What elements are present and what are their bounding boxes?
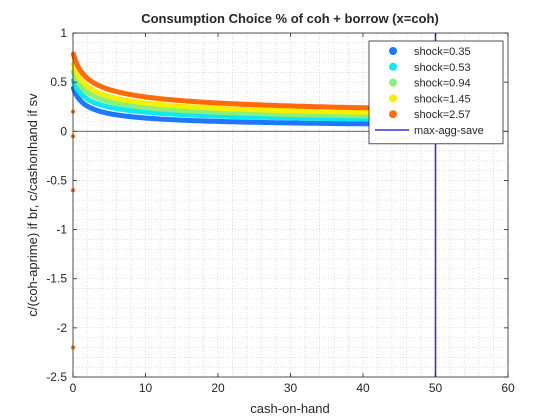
series-5-markers [70,51,395,111]
y-tick-label: 0.5 [50,75,67,89]
y-tick-label: -2 [56,321,67,335]
x-axis-label: cash-on-hand [250,401,330,416]
x-tick-label: 10 [139,381,153,395]
x-tick-label: 20 [211,381,225,395]
x-axis-ticks: 0 10 20 30 40 50 60 [70,33,515,395]
legend-label-2: shock=0.53 [414,62,471,74]
y-tick-label: -2.5 [46,370,67,384]
chart-title: Consumption Choice % of coh + borrow (x=… [141,11,439,26]
legend-label-3: shock=0.94 [414,78,471,90]
legend-marker-5 [389,110,397,119]
legend-marker-4 [389,94,397,103]
y-tick-label: 1 [60,26,67,40]
y-tick-label: -1 [56,223,67,237]
y-axis-label: c/(coh-aprime) if br, c/cashonhand if sv [25,93,40,317]
legend-box [368,40,504,145]
legend-marker-3 [389,78,397,87]
y-tick-label: -0.5 [46,173,67,187]
x-tick-label: 60 [501,381,515,395]
legend-marker-1 [389,47,397,55]
series-3-markers [70,69,395,119]
series-2-markers [70,77,395,122]
x-tick-label: 30 [284,381,298,395]
series-1-markers [70,85,395,127]
legend-label-5: shock=2.57 [414,109,471,121]
series-4-markers [70,61,395,116]
y-tick-label: -1.5 [46,272,67,286]
x-tick-label: 0 [70,381,77,395]
legend-marker-2 [389,62,397,71]
y-axis-ticks: -2.5 -2 -1.5 -1 -0.5 0 0.5 1 [46,26,508,384]
x-tick-label: 40 [356,381,370,395]
x-tick-label: 50 [429,381,443,395]
legend-label-max-agg-save: max-agg-save [414,125,484,137]
legend-label-1: shock=0.35 [414,46,471,58]
data-series [70,51,395,350]
y-tick-label: 0 [60,124,67,138]
legend: shock=0.35 shock=0.53 shock=0.94 shock=1.45… [368,40,504,145]
legend-label-4: shock=1.45 [414,93,471,105]
